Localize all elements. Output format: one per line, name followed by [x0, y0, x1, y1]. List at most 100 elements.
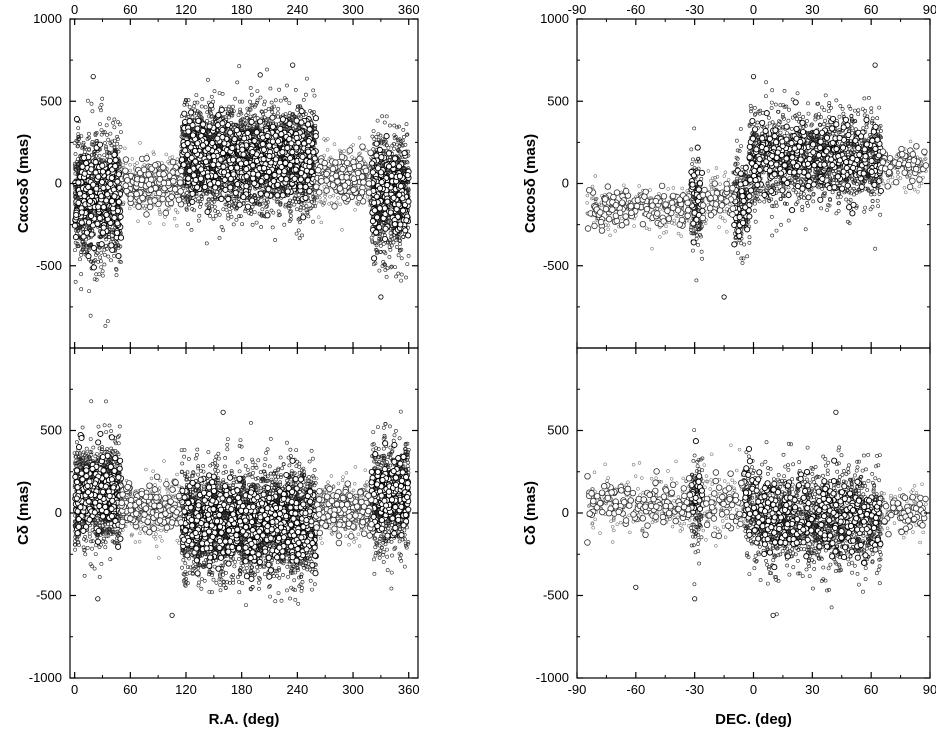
data-point — [205, 119, 210, 123]
data-point — [197, 213, 202, 218]
data-point — [112, 157, 119, 164]
data-point — [103, 197, 110, 204]
data-point — [111, 193, 118, 200]
data-point — [76, 161, 80, 166]
data-point — [217, 212, 222, 217]
data-point — [269, 208, 274, 213]
scatter-points — [71, 62, 412, 328]
data-point — [85, 183, 92, 191]
data-point — [98, 193, 105, 200]
data-point — [115, 198, 122, 205]
data-point — [79, 250, 84, 255]
data-point — [248, 118, 255, 125]
data-point — [75, 199, 82, 206]
data-point — [235, 80, 240, 85]
data-point — [252, 210, 257, 215]
data-point — [205, 77, 210, 82]
data-point — [244, 113, 249, 118]
data-point — [274, 199, 279, 204]
data-point — [99, 229, 107, 236]
data-point — [116, 120, 121, 125]
data-point — [204, 208, 211, 215]
data-point — [81, 145, 86, 150]
data-point — [100, 269, 105, 274]
data-point — [76, 190, 83, 197]
data-point — [238, 189, 243, 193]
data-point — [104, 123, 109, 128]
data-point — [114, 220, 121, 227]
data-point — [87, 188, 94, 196]
data-point — [99, 162, 106, 169]
data-point — [72, 141, 77, 145]
data-point — [210, 114, 215, 119]
data-point — [310, 149, 317, 156]
data-point — [92, 151, 97, 156]
data-point — [80, 146, 85, 151]
data-point — [224, 207, 229, 212]
data-point — [296, 217, 301, 222]
data-point — [75, 144, 80, 149]
data-point — [288, 210, 292, 214]
data-point — [263, 109, 268, 113]
data-point — [218, 106, 225, 113]
data-point — [259, 201, 264, 206]
data-point — [234, 217, 239, 222]
data-point — [247, 107, 252, 112]
data-point — [92, 153, 97, 158]
data-point — [311, 88, 316, 93]
data-point — [205, 110, 210, 115]
data-point — [184, 102, 189, 107]
data-point — [115, 252, 122, 260]
data-point — [114, 267, 119, 272]
data-point — [108, 242, 115, 249]
data-point — [259, 225, 264, 229]
data-point — [108, 174, 115, 182]
data-point — [259, 141, 266, 148]
data-point — [105, 149, 109, 154]
data-point — [220, 92, 225, 96]
data-point — [201, 183, 208, 191]
data-point — [253, 201, 258, 206]
data-point — [104, 244, 108, 249]
data-point — [298, 108, 305, 115]
data-point — [248, 99, 252, 104]
data-point — [73, 165, 78, 170]
data-point — [114, 147, 119, 152]
data-point — [116, 245, 121, 250]
data-point — [88, 166, 95, 173]
data-point — [88, 212, 95, 220]
data-point — [76, 132, 81, 137]
data-point — [264, 117, 269, 122]
data-point — [190, 207, 195, 211]
data-point — [85, 253, 92, 260]
data-point — [288, 217, 293, 222]
data-point — [110, 139, 115, 144]
data-point — [249, 212, 254, 217]
data-point — [118, 165, 122, 169]
data-point — [279, 188, 284, 193]
data-point — [81, 193, 88, 200]
data-point — [102, 262, 107, 267]
data-point — [212, 204, 217, 209]
data-point — [191, 104, 196, 109]
data-point — [284, 188, 291, 195]
data-point — [83, 229, 90, 236]
data-point — [210, 201, 214, 206]
data-point — [114, 178, 121, 185]
data-point — [77, 134, 81, 139]
data-point — [289, 209, 293, 214]
data-point — [87, 146, 91, 151]
data-point — [95, 173, 102, 180]
data-point — [304, 76, 309, 81]
data-point — [295, 107, 300, 112]
data-point — [198, 204, 202, 209]
data-point — [100, 224, 107, 231]
data-point — [271, 210, 276, 215]
data-point — [105, 319, 110, 324]
data-point — [287, 101, 292, 106]
data-point — [277, 87, 282, 92]
data-point — [96, 259, 101, 264]
data-point — [212, 184, 219, 191]
data-point — [278, 98, 283, 103]
